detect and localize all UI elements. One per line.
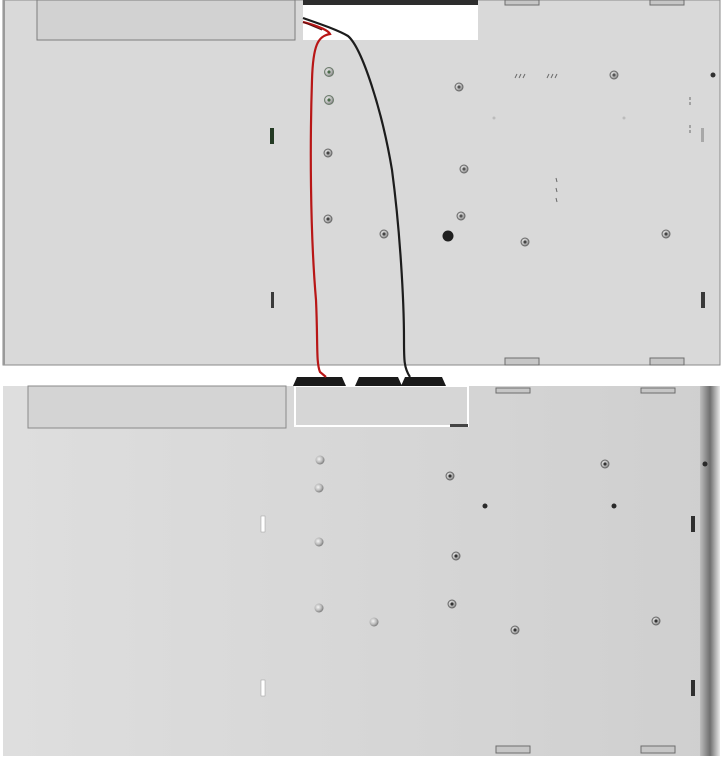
slot xyxy=(260,679,266,697)
red-wire xyxy=(302,20,332,378)
slot xyxy=(271,292,274,308)
top-opening xyxy=(303,0,478,40)
wire-connectors xyxy=(293,377,446,386)
screw-group-top xyxy=(323,67,716,247)
slot xyxy=(691,516,695,532)
side-wall xyxy=(700,386,720,756)
slot xyxy=(270,128,274,144)
bottom-opening xyxy=(294,385,469,427)
slot xyxy=(701,292,705,308)
screw-group-bottom xyxy=(314,455,708,635)
chassis-bottom-panel xyxy=(3,385,720,756)
top-left-plate xyxy=(36,0,296,41)
black-wire xyxy=(302,16,411,378)
slot xyxy=(691,680,695,696)
chassis-top-panel xyxy=(2,0,721,366)
bottom-left-plate xyxy=(27,385,287,429)
red-wire-tip xyxy=(302,21,323,31)
slot xyxy=(260,515,266,533)
